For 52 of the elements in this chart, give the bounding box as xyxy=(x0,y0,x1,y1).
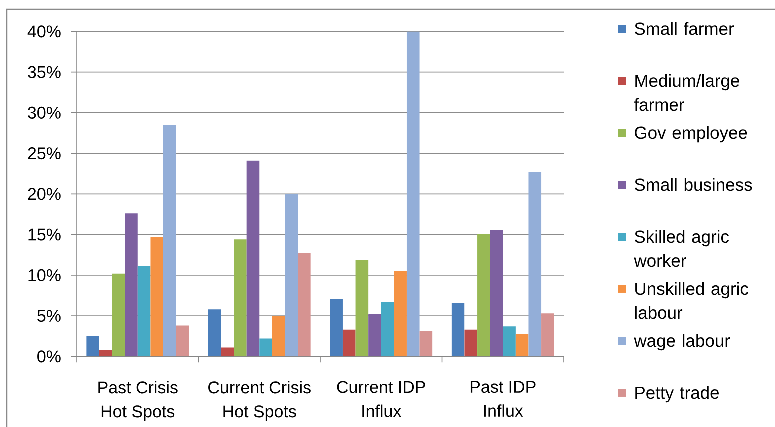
bar xyxy=(112,274,126,357)
legend-label: Medium/large farmer xyxy=(634,74,740,112)
bar xyxy=(542,314,554,357)
legend-label: Small farmer xyxy=(635,22,734,36)
legend-label: Petty trade xyxy=(636,386,720,403)
x-tick-label: Past Crisis Hot Spots xyxy=(98,381,178,422)
x-tick-label: Past IDP Influx xyxy=(470,381,536,418)
y-tick-label: 20% xyxy=(28,188,61,200)
bar xyxy=(163,125,176,357)
bar xyxy=(99,350,112,357)
legend-label: Small business xyxy=(635,178,752,192)
bar xyxy=(368,314,382,357)
bar xyxy=(298,254,311,357)
bar xyxy=(150,237,164,357)
bar xyxy=(356,260,369,357)
bar xyxy=(490,230,504,357)
bar xyxy=(342,330,356,357)
bar xyxy=(330,299,343,357)
y-tick-label: 10% xyxy=(28,269,61,282)
x-tick-label: Current IDP Influx xyxy=(337,381,426,418)
bar xyxy=(246,160,260,357)
bar xyxy=(381,302,394,357)
y-tick-label: 40% xyxy=(28,26,61,38)
bar xyxy=(176,326,190,357)
y-tick-label: 35% xyxy=(28,66,61,78)
bar xyxy=(503,326,516,357)
y-tick-label: 30% xyxy=(28,106,61,119)
bar xyxy=(420,332,433,357)
bar xyxy=(452,303,465,357)
bar xyxy=(464,330,478,357)
legend-label: Gov employee xyxy=(635,126,748,143)
bar xyxy=(125,214,138,357)
bar xyxy=(221,348,234,357)
bar xyxy=(516,334,529,357)
bar xyxy=(528,172,542,357)
bar xyxy=(285,194,298,357)
bar xyxy=(208,310,222,357)
bar xyxy=(406,32,420,357)
y-tick-label: 25% xyxy=(28,148,61,160)
legend-label: Skilled agric worker xyxy=(634,230,730,268)
bar xyxy=(272,316,286,357)
bar xyxy=(478,234,490,357)
y-tick-label: 5% xyxy=(38,310,61,322)
bar xyxy=(86,336,100,357)
legend-label: wage labour xyxy=(634,334,730,351)
bar xyxy=(394,271,407,357)
bar xyxy=(260,338,272,357)
y-tick-label: 15% xyxy=(28,228,61,241)
bar xyxy=(138,266,151,357)
x-tick-label: Current Crisis Hot Spots xyxy=(208,381,311,422)
bar xyxy=(234,240,247,357)
y-tick-label: 0% xyxy=(38,350,61,363)
